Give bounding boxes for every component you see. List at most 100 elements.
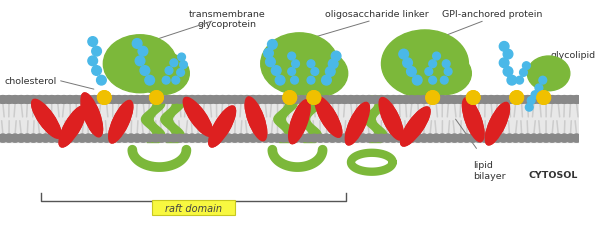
Ellipse shape [242, 135, 253, 142]
Ellipse shape [394, 135, 405, 142]
Ellipse shape [467, 96, 478, 104]
Circle shape [399, 50, 409, 60]
Ellipse shape [28, 135, 39, 142]
Circle shape [507, 76, 517, 86]
Ellipse shape [425, 96, 436, 104]
Ellipse shape [504, 135, 515, 142]
Circle shape [535, 85, 543, 92]
Ellipse shape [461, 96, 472, 104]
Ellipse shape [119, 96, 130, 104]
Ellipse shape [346, 103, 370, 145]
Circle shape [520, 69, 527, 77]
Ellipse shape [425, 135, 436, 142]
Ellipse shape [480, 96, 490, 104]
Ellipse shape [169, 96, 179, 104]
Circle shape [275, 76, 285, 86]
Ellipse shape [437, 135, 448, 142]
Ellipse shape [296, 96, 307, 104]
Ellipse shape [10, 135, 20, 142]
Ellipse shape [113, 96, 124, 104]
Ellipse shape [547, 135, 557, 142]
Ellipse shape [443, 96, 454, 104]
Ellipse shape [296, 96, 307, 104]
Ellipse shape [278, 96, 289, 104]
Circle shape [271, 66, 281, 76]
Circle shape [440, 77, 448, 85]
Ellipse shape [431, 135, 442, 142]
Ellipse shape [535, 135, 545, 142]
Ellipse shape [138, 96, 149, 104]
Ellipse shape [333, 135, 344, 142]
Ellipse shape [217, 135, 228, 142]
Ellipse shape [303, 96, 313, 104]
Circle shape [328, 60, 338, 69]
Ellipse shape [340, 96, 350, 104]
Ellipse shape [346, 135, 356, 142]
Ellipse shape [150, 135, 161, 142]
Ellipse shape [205, 96, 216, 104]
Ellipse shape [443, 96, 454, 104]
Ellipse shape [547, 96, 557, 104]
Ellipse shape [16, 135, 26, 142]
Ellipse shape [388, 96, 399, 104]
Circle shape [162, 77, 170, 85]
Circle shape [403, 59, 412, 68]
Circle shape [412, 76, 422, 86]
Ellipse shape [34, 135, 45, 142]
Ellipse shape [89, 135, 100, 142]
Ellipse shape [461, 135, 472, 142]
Ellipse shape [449, 135, 460, 142]
Ellipse shape [53, 135, 63, 142]
Ellipse shape [138, 135, 149, 142]
Ellipse shape [346, 103, 370, 145]
Ellipse shape [541, 135, 551, 142]
Ellipse shape [236, 135, 246, 142]
Ellipse shape [138, 135, 149, 142]
Ellipse shape [340, 135, 350, 142]
Ellipse shape [419, 96, 430, 104]
Ellipse shape [443, 135, 454, 142]
Ellipse shape [22, 135, 32, 142]
Ellipse shape [107, 135, 118, 142]
Ellipse shape [0, 96, 8, 104]
Ellipse shape [553, 96, 563, 104]
Ellipse shape [22, 135, 32, 142]
Ellipse shape [53, 96, 63, 104]
Ellipse shape [394, 96, 405, 104]
Ellipse shape [95, 96, 106, 104]
Ellipse shape [40, 96, 51, 104]
Ellipse shape [223, 96, 234, 104]
Ellipse shape [358, 135, 368, 142]
Ellipse shape [467, 135, 478, 142]
Ellipse shape [103, 36, 177, 93]
Ellipse shape [346, 96, 356, 104]
Ellipse shape [211, 96, 222, 104]
Ellipse shape [425, 135, 436, 142]
Ellipse shape [40, 135, 51, 142]
Ellipse shape [309, 135, 319, 142]
Ellipse shape [156, 135, 167, 142]
Ellipse shape [187, 96, 197, 104]
Ellipse shape [101, 135, 112, 142]
Ellipse shape [382, 96, 392, 104]
Ellipse shape [4, 96, 14, 104]
Ellipse shape [327, 135, 338, 142]
Ellipse shape [46, 96, 57, 104]
Ellipse shape [406, 96, 417, 104]
Ellipse shape [175, 96, 185, 104]
Ellipse shape [22, 96, 32, 104]
Ellipse shape [205, 135, 216, 142]
Ellipse shape [59, 96, 69, 104]
Ellipse shape [492, 96, 503, 104]
Ellipse shape [486, 96, 496, 104]
Ellipse shape [77, 96, 88, 104]
Ellipse shape [126, 135, 136, 142]
Ellipse shape [205, 135, 216, 142]
Ellipse shape [169, 135, 179, 142]
Ellipse shape [296, 135, 307, 142]
Ellipse shape [217, 96, 228, 104]
Ellipse shape [119, 96, 130, 104]
Ellipse shape [358, 96, 368, 104]
Ellipse shape [266, 96, 277, 104]
Circle shape [133, 39, 142, 49]
